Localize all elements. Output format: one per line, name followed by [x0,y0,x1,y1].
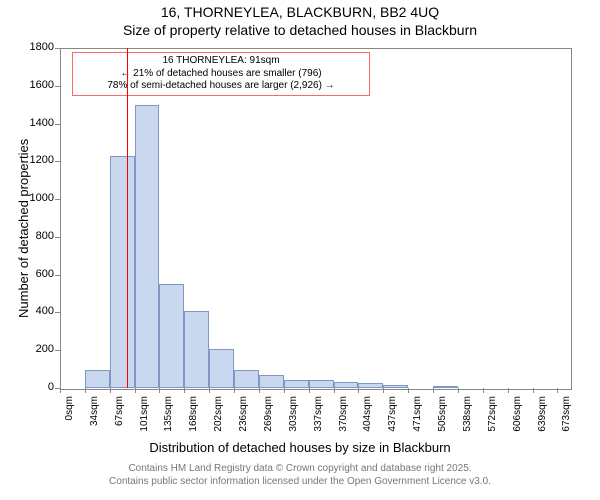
histogram-bar [284,380,309,389]
x-tick-mark [408,388,409,393]
x-tick-label: 34sqm [89,396,100,442]
y-tick-label: 1600 [18,79,54,91]
x-tick-mark [209,388,210,393]
y-tick-mark [55,275,60,276]
histogram-bar [259,375,284,388]
x-tick-mark [508,388,509,393]
x-tick-mark [433,388,434,393]
x-tick-mark [533,388,534,393]
callout-text-2: ← 21% of detached houses are smaller (79… [77,68,365,81]
y-tick-mark [55,124,60,125]
x-tick-label: 404sqm [362,396,373,442]
x-tick-mark [309,388,310,393]
x-tick-label: 337sqm [313,396,324,442]
histogram-bar [209,349,234,388]
x-tick-label: 471sqm [412,396,423,442]
x-tick-label: 505sqm [437,396,448,442]
x-tick-mark [358,388,359,393]
y-tick-label: 1800 [18,41,54,53]
y-tick-mark [55,48,60,49]
credit-line-1: Contains HM Land Registry data © Crown c… [0,462,600,475]
histogram-bar [184,311,209,388]
x-tick-mark [259,388,260,393]
y-tick-label: 1000 [18,192,54,204]
callout-text-3: 78% of semi-detached houses are larger (… [77,80,365,93]
y-tick-mark [55,199,60,200]
credit-line-2: Contains public sector information licen… [0,475,600,488]
y-tick-label: 1400 [18,117,54,129]
x-tick-mark [110,388,111,393]
x-axis-label: Distribution of detached houses by size … [0,440,600,455]
x-tick-mark [458,388,459,393]
x-tick-mark [234,388,235,393]
x-tick-label: 538sqm [462,396,473,442]
histogram-bar [309,380,334,389]
x-tick-mark [383,388,384,393]
y-tick-mark [55,350,60,351]
y-tick-label: 1200 [18,154,54,166]
histogram-bar [110,156,135,388]
histogram-bar [85,370,110,388]
x-tick-label: 135sqm [163,396,174,442]
y-tick-label: 600 [18,268,54,280]
y-tick-mark [55,161,60,162]
y-tick-label: 800 [18,230,54,242]
x-tick-mark [184,388,185,393]
x-tick-label: 101sqm [139,396,150,442]
histogram-bar [135,105,160,388]
y-tick-label: 400 [18,305,54,317]
y-tick-label: 0 [18,381,54,393]
title-line-1: 16, THORNEYLEA, BLACKBURN, BB2 4UQ [0,4,600,20]
x-tick-mark [135,388,136,393]
y-tick-mark [55,237,60,238]
x-tick-label: 236sqm [238,396,249,442]
x-tick-mark [483,388,484,393]
x-tick-mark [557,388,558,393]
x-tick-label: 370sqm [338,396,349,442]
x-tick-label: 168sqm [188,396,199,442]
y-tick-label: 200 [18,343,54,355]
marker-line [127,48,128,388]
x-tick-label: 67sqm [114,396,125,442]
x-tick-label: 0sqm [64,396,75,442]
callout-box: 16 THORNEYLEA: 91sqm ← 21% of detached h… [72,52,370,96]
y-tick-mark [55,86,60,87]
x-tick-label: 572sqm [487,396,498,442]
x-tick-label: 269sqm [263,396,274,442]
callout-text-1: 16 THORNEYLEA: 91sqm [77,55,365,68]
x-tick-mark [284,388,285,393]
histogram-bar [433,386,458,388]
histogram-bar [383,385,408,388]
x-tick-mark [334,388,335,393]
x-tick-label: 639sqm [537,396,548,442]
x-tick-label: 303sqm [288,396,299,442]
x-tick-label: 673sqm [561,396,572,442]
histogram-bar [334,382,359,388]
x-tick-label: 437sqm [387,396,398,442]
x-tick-mark [60,388,61,393]
y-tick-mark [55,312,60,313]
x-tick-label: 202sqm [213,396,224,442]
histogram-bar [234,370,259,388]
histogram-bar [159,284,184,388]
x-tick-mark [159,388,160,393]
histogram-bar [358,383,383,388]
x-tick-label: 606sqm [512,396,523,442]
x-tick-mark [85,388,86,393]
title-line-2: Size of property relative to detached ho… [0,22,600,38]
